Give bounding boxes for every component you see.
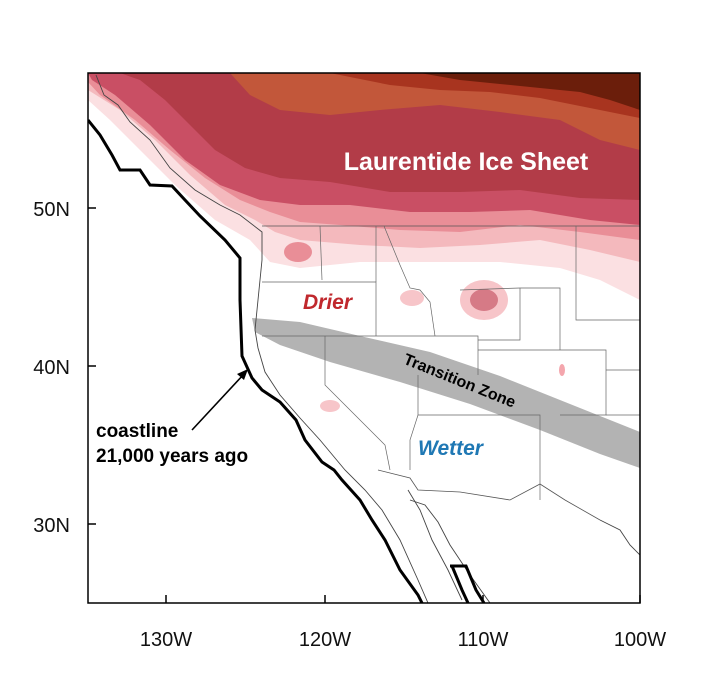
glacial-coastline-baja-inner bbox=[450, 565, 470, 603]
drier-label: Drier bbox=[303, 291, 354, 314]
mexico-coast bbox=[599, 519, 640, 556]
lon-tick-label-100: 100W bbox=[614, 629, 666, 651]
shading-patch-nevada bbox=[320, 400, 340, 412]
wetter-label: Wetter bbox=[418, 437, 485, 460]
us-mexico-border bbox=[377, 469, 601, 521]
shading-patch-idaho-inner bbox=[470, 289, 498, 311]
coastline-label-line2: 21,000 years ago bbox=[96, 446, 248, 467]
coastline-label-line1: coastline bbox=[96, 421, 178, 442]
lon-tick-label-130: 130W bbox=[140, 629, 192, 651]
lon-tick-label-110: 110W bbox=[458, 629, 509, 651]
glacial-coastline-baja bbox=[450, 564, 486, 603]
shading-patch-nm bbox=[559, 364, 565, 376]
lon-tick-label-120: 120W bbox=[299, 629, 351, 651]
shading-darkest bbox=[420, 73, 640, 110]
coastline-arrow bbox=[191, 373, 245, 431]
lat-tick-label-30: 30N bbox=[33, 515, 70, 537]
map-frame bbox=[87, 72, 641, 604]
baja-coast bbox=[407, 489, 463, 601]
state-borders bbox=[262, 225, 640, 500]
present-coastline bbox=[95, 74, 429, 603]
ice-sheet-label: Laurentide Ice Sheet bbox=[344, 148, 589, 176]
gulf-california-coast bbox=[409, 499, 491, 603]
transition-zone-band bbox=[252, 318, 640, 468]
coastline-arrowhead-icon bbox=[237, 369, 248, 380]
lat-tick-label-50: 50N bbox=[33, 199, 70, 221]
shading-patch-drier bbox=[400, 290, 424, 306]
glacial-coastline bbox=[88, 119, 424, 603]
shading-patch-oregon bbox=[284, 242, 312, 262]
lat-tick-label-40: 40N bbox=[33, 357, 70, 379]
